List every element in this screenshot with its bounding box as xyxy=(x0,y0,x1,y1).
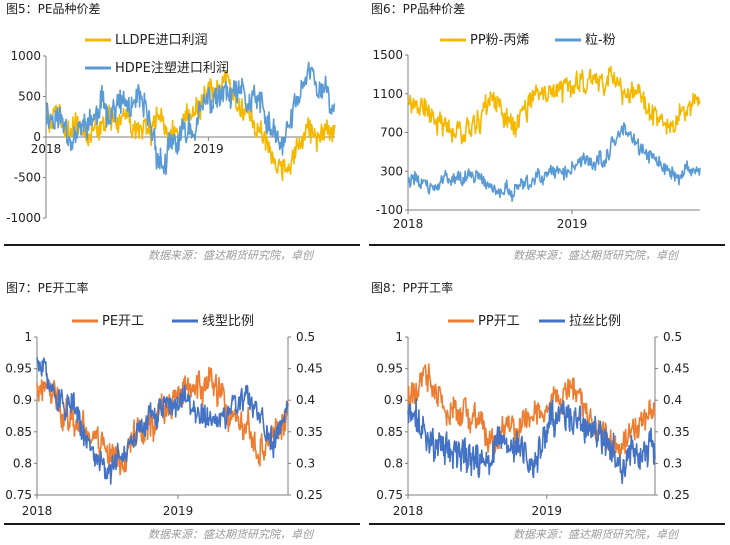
y-tick-label: -500 xyxy=(14,171,41,185)
series-line-0 xyxy=(407,65,701,145)
y-right-tick-label: 0.25 xyxy=(296,488,323,502)
divider-line xyxy=(4,523,360,525)
y-tick-label: 1 xyxy=(395,330,403,344)
y-right-tick-label: 0.4 xyxy=(663,393,682,407)
data-source-note: 数据来源：盛达期货研究院，卓创 xyxy=(148,528,313,541)
y-right-tick-label: 0.5 xyxy=(663,330,682,344)
y-tick-label: 0.8 xyxy=(13,456,32,470)
chart-panel-pe-spread: 图5：PE品种价差 1000 500 0 -500 -1000 2018 2019 LLDPE… xyxy=(0,0,365,272)
chart-title: 图7：PE开工率 xyxy=(6,281,89,295)
y-tick-label: 0 xyxy=(33,130,41,144)
series-line-1 xyxy=(36,357,289,485)
y-right-tick-label: 0.4 xyxy=(296,393,315,407)
legend-label: PP开工 xyxy=(478,314,520,329)
y-tick-label: 0.8 xyxy=(384,456,403,470)
series-line-0 xyxy=(36,366,289,476)
pe-spread-chart: 1000 500 0 -500 -1000 2018 2019 LLDPE进口利润 HDPE注塑… xyxy=(6,33,336,225)
y-tick-label: 500 xyxy=(18,90,41,104)
y-tick-label: 300 xyxy=(380,164,403,178)
divider-line xyxy=(4,244,360,246)
chart-title: 图8：PP开工率 xyxy=(371,281,454,295)
y-tick-label: -1000 xyxy=(6,211,41,225)
x-tick-label: 2019 xyxy=(557,217,588,231)
series-line-1 xyxy=(407,398,656,485)
y-right-tick-label: 0.45 xyxy=(663,362,690,376)
series-line-0 xyxy=(45,69,336,182)
y-right-tick-label: 0.25 xyxy=(663,488,690,502)
x-tick-label: 2018 xyxy=(393,217,424,231)
legend-label: 线型比例 xyxy=(202,314,254,329)
y-tick-label: 0.75 xyxy=(5,488,32,502)
y-tick-label: 0.9 xyxy=(384,393,403,407)
x-tick-label: 2018 xyxy=(31,142,62,156)
pp-operating-rate-chart: 1 0.95 0.9 0.85 0.8 0.75 0.5 0.45 0.4 0.35 0.3 0.25… xyxy=(376,314,690,518)
y-right-tick-label: 0.35 xyxy=(296,425,323,439)
legend-label: 粒-粉 xyxy=(585,33,616,48)
pe-operating-rate-chart: 1 0.95 0.9 0.85 0.8 0.75 0.5 0.45 0.4 0.35 0.3 0.25… xyxy=(5,314,323,518)
chart-title: 图6：PP品种价差 xyxy=(371,2,466,16)
data-source-note: 数据来源：盛达期货研究院，卓创 xyxy=(513,249,678,262)
y-tick-label: 1 xyxy=(24,330,32,344)
y-tick-label: 0.85 xyxy=(5,425,32,439)
y-tick-label: 700 xyxy=(380,126,403,140)
divider-line xyxy=(369,244,725,246)
divider-line xyxy=(369,523,725,525)
series-line-1 xyxy=(45,61,336,176)
y-tick-label: 0.75 xyxy=(376,488,403,502)
y-tick-label: -100 xyxy=(376,203,403,217)
x-tick-label: 2018 xyxy=(22,504,53,518)
legend-label: PE开工 xyxy=(102,314,144,329)
legend-label: HDPE注塑进口利润 xyxy=(115,61,229,76)
legend-label: 拉丝比例 xyxy=(569,314,621,329)
x-tick-label: 2019 xyxy=(163,504,194,518)
y-tick-label: 1100 xyxy=(372,87,403,101)
y-right-tick-label: 0.5 xyxy=(296,330,315,344)
chart-panel-pp-spread: 图6：PP品种价差 1500 1100 700 300 -100 2018 2019 PP粉-… xyxy=(365,0,730,272)
y-right-tick-label: 0.35 xyxy=(663,425,690,439)
data-source-note: 数据来源：盛达期货研究院，卓创 xyxy=(513,528,678,541)
x-tick-label: 2019 xyxy=(193,142,224,156)
y-tick-label: 0.85 xyxy=(376,425,403,439)
y-right-tick-label: 0.45 xyxy=(296,362,323,376)
chart-title: 图5：PE品种价差 xyxy=(6,2,101,16)
y-tick-label: 0.95 xyxy=(376,362,403,376)
chart-panel-pe-operating-rate: 图7：PE开工率 1 0.95 0.9 0.85 0.8 0.75 0.5 0.45 0.4 0.… xyxy=(0,279,365,545)
y-tick-label: 1000 xyxy=(10,49,41,63)
y-right-tick-label: 0.3 xyxy=(663,456,682,470)
x-tick-label: 2019 xyxy=(531,504,562,518)
y-tick-label: 1500 xyxy=(372,48,403,62)
legend-label: LLDPE进口利润 xyxy=(115,33,208,48)
y-tick-label: 0.9 xyxy=(13,393,32,407)
y-tick-label: 0.95 xyxy=(5,362,32,376)
data-source-note: 数据来源：盛达期货研究院，卓创 xyxy=(148,249,313,262)
y-right-tick-label: 0.3 xyxy=(296,456,315,470)
legend-label: PP粉-丙烯 xyxy=(470,33,529,48)
series-line-1 xyxy=(407,122,701,202)
x-tick-label: 2018 xyxy=(393,504,424,518)
chart-panel-pp-operating-rate: 图8：PP开工率 1 0.95 0.9 0.85 0.8 0.75 0.5 0.45 0.4 0.… xyxy=(365,279,730,545)
